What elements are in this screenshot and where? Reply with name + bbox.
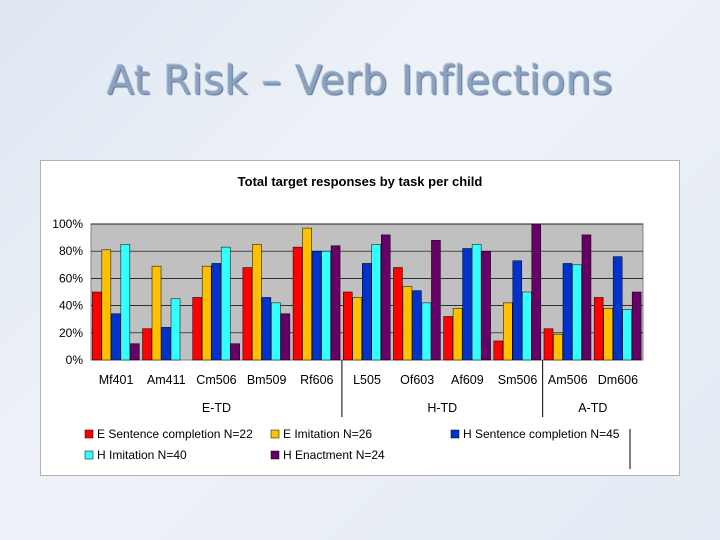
bar [170,298,181,361]
bar [261,297,272,361]
chart-panel: Total target responses by task per child… [40,160,680,476]
x-tick-label: Sm506 [498,373,538,387]
bar [151,265,162,361]
legend-label: H Sentence completion N=45 [463,427,620,441]
legend-label: E Sentence completion N=22 [97,427,253,441]
bar [271,302,281,361]
y-tick-label: 0% [66,353,84,367]
bar [481,250,491,361]
legend-label: H Enactment N=24 [283,448,385,462]
bar [471,244,482,361]
bar [381,234,391,361]
bar [280,313,291,361]
chart-title: Total target responses by task per child [238,174,483,189]
bar [421,302,432,361]
legend: E Sentence completion N=22 E Imitation N=… [84,427,631,469]
bar [412,290,422,361]
bar [321,250,331,361]
bar [142,328,152,361]
bar [111,313,121,361]
bar [553,333,563,361]
y-tick-label: 80% [59,244,83,258]
bar [452,308,463,361]
x-tick-label: Af609 [451,373,484,387]
bar [393,267,403,361]
bar [330,245,341,361]
bar [192,297,202,361]
legend-swatch [84,450,94,460]
bar [462,248,472,361]
bar [120,244,131,361]
bar-chart: Total target responses by task per child… [52,174,644,469]
group-label: H-TD [427,401,457,415]
bar [612,256,623,361]
bar [431,240,441,361]
y-tick-label: 20% [59,326,83,340]
legend-swatch [84,429,94,439]
y-tick-label: 40% [59,299,83,313]
bar [593,297,604,361]
legend-swatch [270,429,280,439]
bar [622,309,632,361]
x-tick-label: Rf606 [300,373,333,387]
x-tick-label: Mf401 [99,373,134,387]
bar [252,244,262,361]
bar [220,246,231,361]
legend-swatch [270,450,280,460]
group-label: E-TD [202,401,231,415]
slide-title: At Risk – Verb Inflections [106,58,614,104]
bar [302,227,312,361]
bar [92,291,102,361]
bar [362,263,372,361]
bar [493,340,504,361]
bar [603,308,613,361]
bar [522,291,532,361]
plot-area: 0% 20% 40% 60% 80% 100% Mf401 Am411 Cm506 Bm509 Rf… [52,217,644,417]
bar [230,343,240,361]
bar [371,244,381,361]
bar [352,297,362,361]
bar [503,302,513,361]
x-tick-label: Am411 [147,373,186,387]
bar [531,223,542,361]
x-tick-label: Of603 [400,373,434,387]
bar [443,316,453,361]
bar [161,327,171,361]
bar [543,328,554,361]
bar [242,267,253,361]
group-label: A-TD [578,401,607,415]
x-tick-label: Am506 [548,373,588,387]
bar [201,265,212,361]
x-tick-label: L505 [353,373,381,387]
y-tick-label: 100% [52,217,83,231]
bar [130,343,140,361]
bar [211,263,221,361]
bar [512,260,523,361]
legend-swatch [450,429,460,439]
x-tick-label: Bm509 [247,373,287,387]
legend-label: E Imitation N=26 [283,427,372,441]
x-tick-label: Dm606 [598,373,638,387]
bar [402,286,413,361]
bar [572,264,582,361]
y-tick-label: 60% [59,271,83,285]
bar [292,246,303,361]
bar [343,291,353,361]
bar [562,263,573,361]
bar [101,249,112,361]
bar [581,234,592,361]
bar [631,291,642,361]
bar [311,250,322,361]
legend-label: H Imitation N=40 [97,448,187,462]
x-tick-label: Cm506 [196,373,236,387]
